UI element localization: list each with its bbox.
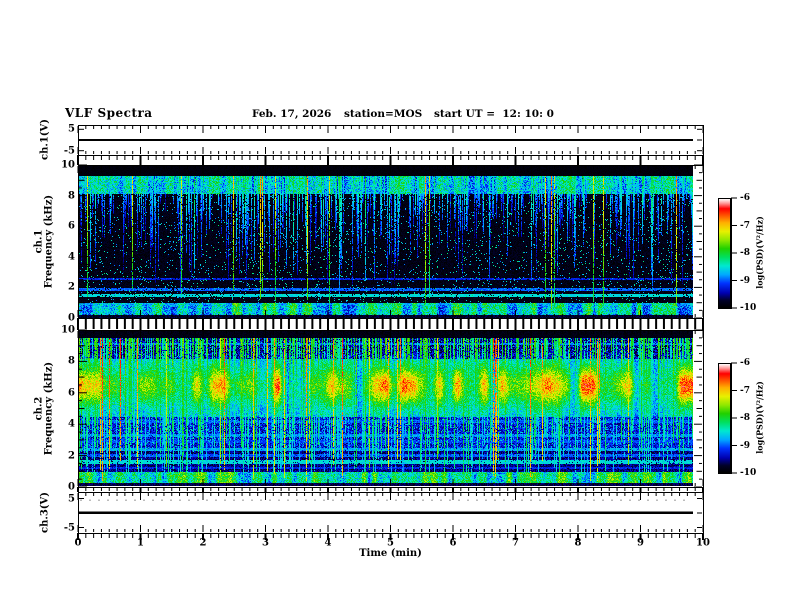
tick-label: 5 <box>68 123 75 135</box>
tick-label: 6 <box>449 537 457 549</box>
tick-label: 8 <box>574 537 582 549</box>
tick-label: 2 <box>68 450 75 462</box>
tick-label: -6 <box>740 193 750 203</box>
tick-label: 2 <box>68 281 75 293</box>
tick-label: 8 <box>68 355 75 367</box>
tick-label: 5 <box>387 537 394 549</box>
tick-label: -10 <box>740 468 757 478</box>
tick-label: 0 <box>74 537 82 549</box>
tick-label: 10 <box>61 159 75 171</box>
tick-label: 0 <box>68 312 75 324</box>
tick-label: 8 <box>68 190 75 202</box>
tick-label: 10 <box>61 324 75 336</box>
ch3-voltage-ylabel: ch.3(V) <box>39 491 51 534</box>
tick-label: -9 <box>740 275 750 286</box>
tick-label: -5 <box>63 145 75 157</box>
colorbar-ch1-label: log(PSD)(V²/Hz) <box>754 216 765 289</box>
tick-label: -5 <box>63 522 75 533</box>
tick-label: -6 <box>740 358 750 368</box>
tick-label: -8 <box>740 413 750 423</box>
tick-label: 5 <box>68 493 75 504</box>
ch2-spec-ylabel-line2: Frequency (kHz) <box>43 361 55 456</box>
tick-label: 0 <box>68 481 75 493</box>
tick-label: 9 <box>637 537 644 549</box>
tick-label: 1 <box>137 537 144 549</box>
tick-label: -7 <box>740 385 750 396</box>
tick-label: 4 <box>68 418 75 430</box>
ch1-spec-ylabel-line2: Frequency (kHz) <box>43 194 55 289</box>
x-axis-label: Time (min) <box>359 548 422 559</box>
tick-label: 4 <box>324 537 332 549</box>
tick-label: 2 <box>199 537 207 549</box>
tick-label: 7 <box>512 537 519 549</box>
ch1-spec-ylabel: ch.1 Frequency (kHz) <box>34 182 56 302</box>
tick-label: -10 <box>740 303 757 313</box>
tick-label: -9 <box>740 440 750 451</box>
tick-label: 4 <box>68 251 75 263</box>
tick-label: 3 <box>262 537 269 549</box>
ch2-spec-ylabel: ch.2 Frequency (kHz) <box>34 349 56 469</box>
tick-label: 6 <box>68 220 75 232</box>
tick-label: 6 <box>68 387 75 399</box>
ch1-voltage-ylabel: ch.1(V) <box>39 118 51 161</box>
colorbar-ch2-label: log(PSD)(V²/Hz) <box>754 381 765 454</box>
tick-label: -7 <box>740 220 750 231</box>
tick-label: 10 <box>696 537 710 549</box>
tick-label: -8 <box>740 248 750 258</box>
